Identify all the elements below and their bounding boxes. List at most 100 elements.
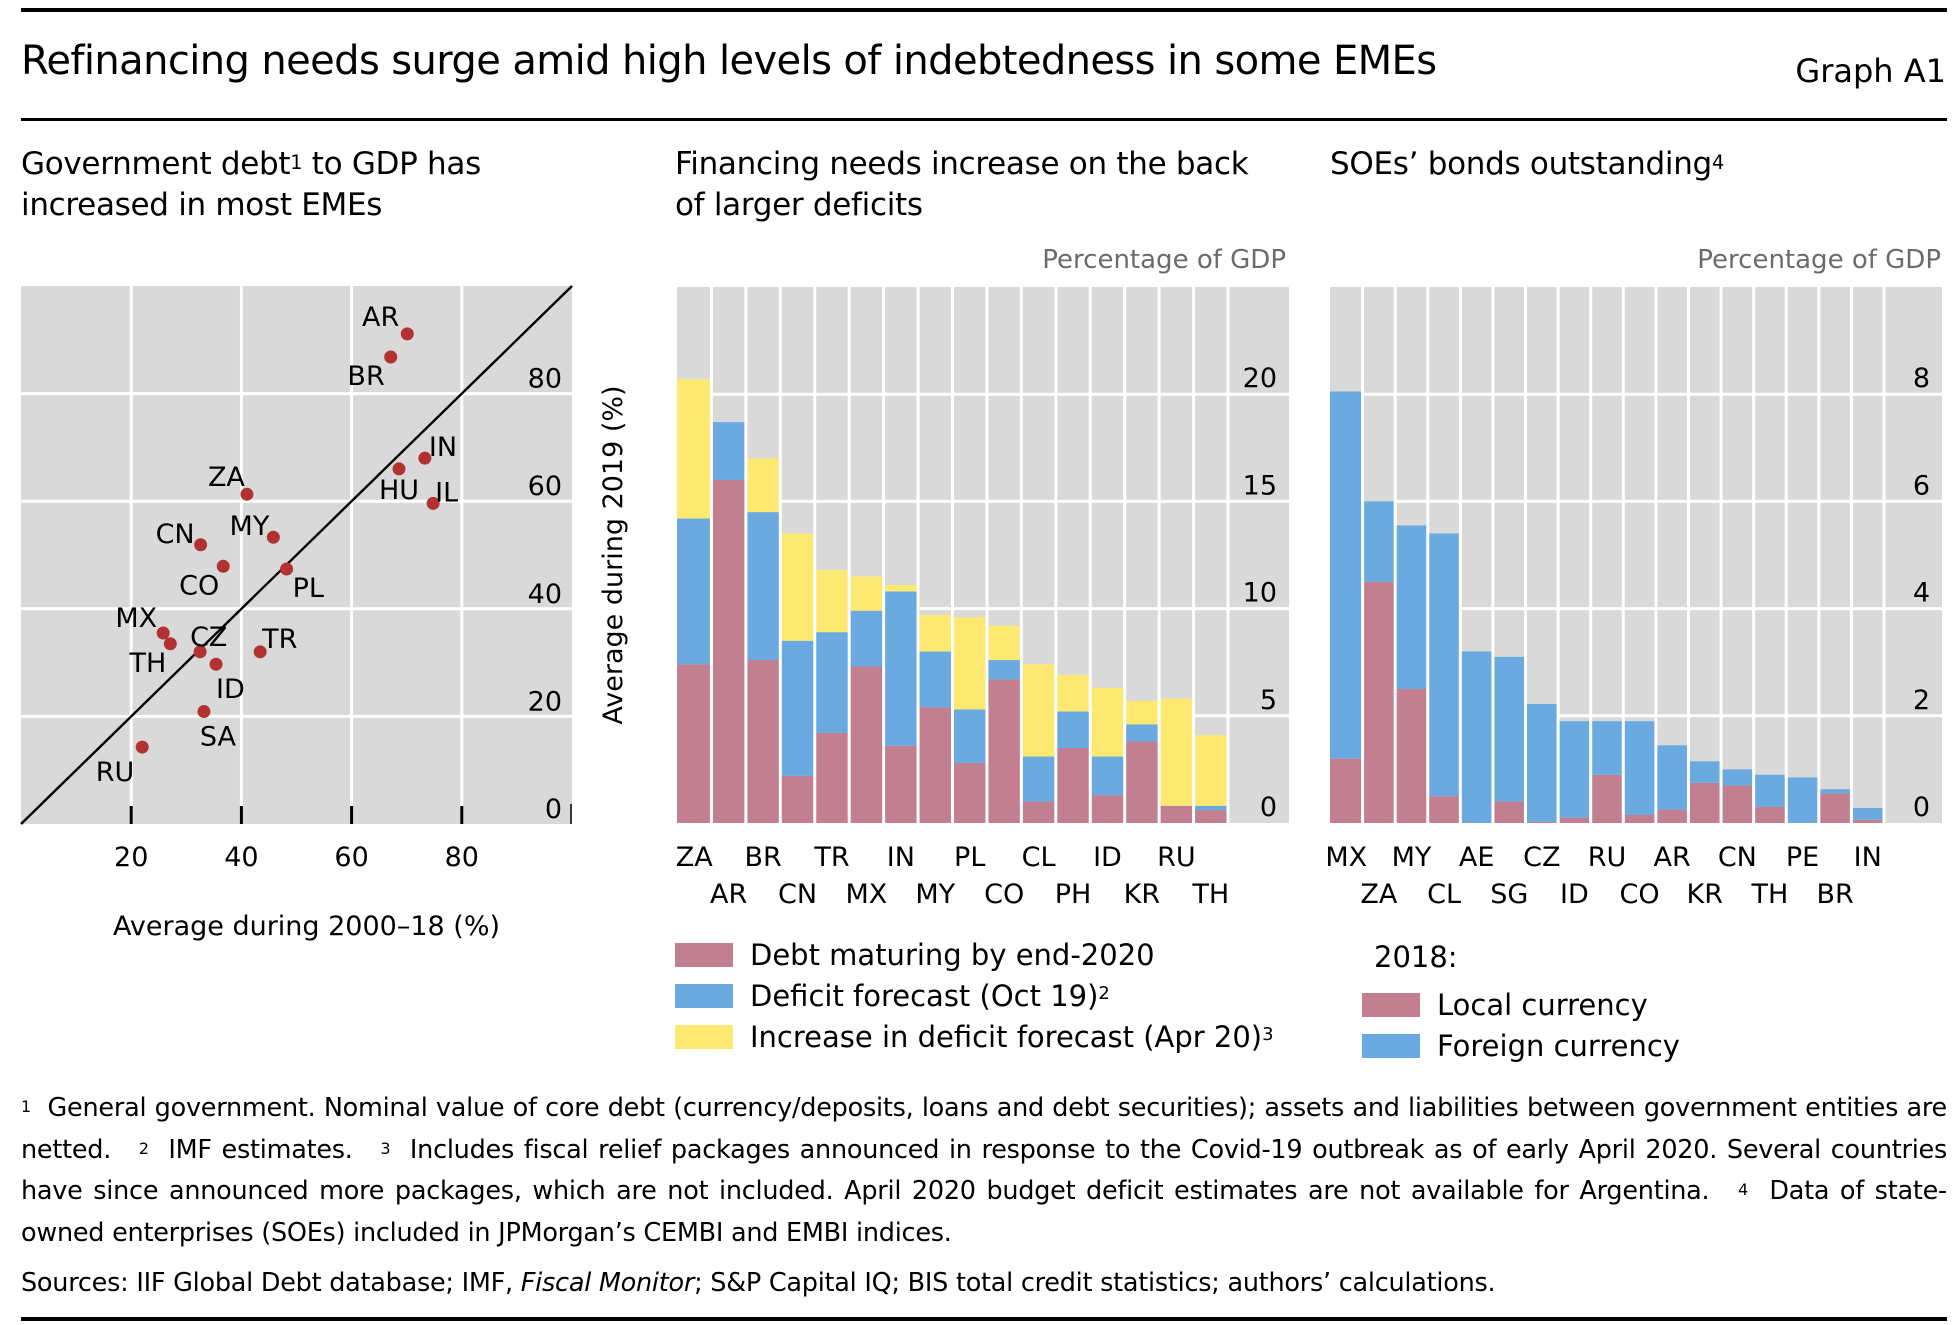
- x-category-label: AR: [1654, 842, 1691, 873]
- scatter-point-br: [384, 350, 398, 364]
- bar-id-series-1: [1090, 756, 1125, 796]
- x-category-label: AR: [710, 879, 747, 910]
- y-tick-label: 8: [1913, 363, 1930, 394]
- panel3-legend: 2018: Local currency Foreign currency: [1362, 940, 1680, 1066]
- bar-mx-series-0: [849, 666, 884, 823]
- legend-title: 2018:: [1374, 940, 1458, 974]
- x-category-label: CO: [1620, 879, 1660, 910]
- scatter-point-hu: [392, 462, 406, 476]
- scatter-point-sa: [197, 705, 211, 719]
- x-category-label: MX: [1325, 842, 1367, 873]
- x-category-label: ID: [1560, 879, 1589, 910]
- bar-sg-series-1: [1492, 656, 1526, 802]
- bar-pl-series-0: [952, 762, 987, 823]
- scatter-point-co: [216, 559, 230, 573]
- panel3-unit-label: Percentage of GDP: [1697, 245, 1941, 275]
- bar-co-series-1: [1623, 721, 1656, 815]
- bar-br-series-0: [1818, 793, 1852, 823]
- footnote-mark: 2: [138, 1138, 149, 1158]
- x-tick-label: 20: [114, 842, 148, 873]
- bar-th-series-0: [1753, 806, 1787, 823]
- x-category-label: CO: [984, 879, 1024, 910]
- bar-in-series-0: [1851, 819, 1884, 823]
- bar-th-series-0: [1193, 810, 1228, 823]
- x-category-label: CL: [1427, 879, 1461, 910]
- x-category-label: ZA: [676, 842, 713, 873]
- y-tick-label: 20: [528, 686, 562, 717]
- bar-th-series-2: [1193, 735, 1228, 806]
- scatter-point-in: [418, 451, 432, 465]
- scatter-point-cz: [193, 645, 207, 659]
- y-axis-title: Average during 2019 (%): [598, 385, 629, 724]
- panel2-unit-label: Percentage of GDP: [1042, 245, 1286, 275]
- bar-kr-series-0: [1688, 782, 1722, 823]
- bar-cl-series-2: [1021, 664, 1056, 757]
- bar-tr-series-1: [814, 632, 850, 733]
- bar-id-series-0: [1090, 795, 1125, 823]
- bar-my-series-1: [1395, 525, 1428, 689]
- point-label-my: MY: [230, 511, 270, 542]
- x-category-label: TH: [1751, 879, 1789, 910]
- y-tick-label: 60: [528, 471, 562, 502]
- y-tick-label: 20: [1243, 363, 1277, 394]
- x-category-label: MY: [915, 879, 955, 910]
- footnote-4: Data of state-owned enterprises (SOEs) i…: [21, 1176, 1947, 1248]
- sources-line: Sources: IIF Global Debt database; IMF, …: [21, 1268, 1496, 1298]
- bar-za-series-2: [677, 379, 712, 519]
- x-category-label: CN: [778, 879, 817, 910]
- bar-za-series-0: [1362, 581, 1396, 823]
- bar-co-series-2: [986, 625, 1022, 661]
- legend-item-debt-maturing: Debt maturing by end-2020: [675, 934, 1274, 975]
- x-category-label: CZ: [1523, 842, 1560, 873]
- x-category-label: TR: [813, 842, 849, 873]
- footnote-ref: 2: [1098, 983, 1110, 1004]
- bar-cl-series-0: [1427, 796, 1461, 823]
- legend-label: Deficit forecast (Oct 19): [750, 978, 1099, 1013]
- panel2-title: Financing needs increase on the back of …: [675, 144, 1249, 226]
- bar-cn-series-2: [780, 533, 815, 641]
- bar-in-series-0: [883, 745, 919, 823]
- bar-br-series-0: [745, 660, 781, 823]
- x-category-label: KR: [1687, 879, 1723, 910]
- footnote-mark: 3: [380, 1138, 391, 1158]
- x-category-label: ZA: [1360, 879, 1397, 910]
- legend-label: Debt maturing by end-2020: [750, 937, 1155, 972]
- footnote-3: Includes fiscal relief packages announce…: [21, 1134, 1948, 1207]
- x-category-label: MX: [846, 879, 888, 910]
- bar-tr-series-0: [814, 732, 850, 823]
- x-category-label: IN: [887, 842, 915, 873]
- bar-pl-series-2: [952, 617, 987, 710]
- bar-cn-series-0: [780, 775, 815, 823]
- bar-tr-series-2: [814, 570, 850, 633]
- scatter-point-ar: [400, 327, 414, 341]
- bar-ar-series-1: [1655, 745, 1689, 810]
- bar-ph-series-2: [1055, 675, 1091, 712]
- bar-my-series-0: [1395, 689, 1428, 823]
- footnote-mark: 1: [21, 1097, 31, 1116]
- scatter-point-il: [426, 496, 440, 510]
- point-label-cz: CZ: [190, 622, 227, 653]
- graph-title: Refinancing needs surge amid high levels…: [21, 38, 1437, 84]
- y-tick-label: 0: [1913, 792, 1930, 823]
- footnote-1: General government. Nominal value of cor…: [21, 1093, 1947, 1165]
- bar-ru-series-0: [1159, 805, 1194, 823]
- legend-item-foreign-currency: Foreign currency: [1362, 1025, 1680, 1066]
- bar-ph-series-0: [1055, 747, 1091, 823]
- bar-cz-series-0: [1525, 821, 1559, 823]
- x-category-label: TH: [1191, 879, 1229, 910]
- bar-cz-series-1: [1525, 704, 1559, 822]
- point-label-tr: TR: [261, 624, 297, 655]
- point-label-co: CO: [179, 570, 219, 601]
- bar-kr-series-2: [1124, 700, 1160, 725]
- panel2-title-line2: of larger deficits: [675, 187, 923, 223]
- bar-in-series-1: [883, 591, 919, 746]
- footnote-mark: 4: [1738, 1180, 1748, 1199]
- y-tick-label: 0: [545, 794, 562, 825]
- bar-id-series-2: [1090, 687, 1125, 757]
- bar-mx-series-2: [849, 576, 884, 611]
- bar-pe-series-1: [1786, 777, 1819, 823]
- panel2-legend: Debt maturing by end-2020 Deficit foreca…: [675, 934, 1274, 1057]
- bar-co-series-1: [986, 660, 1022, 680]
- y-tick-label: 10: [1243, 578, 1277, 609]
- bar-za-series-1: [677, 518, 712, 665]
